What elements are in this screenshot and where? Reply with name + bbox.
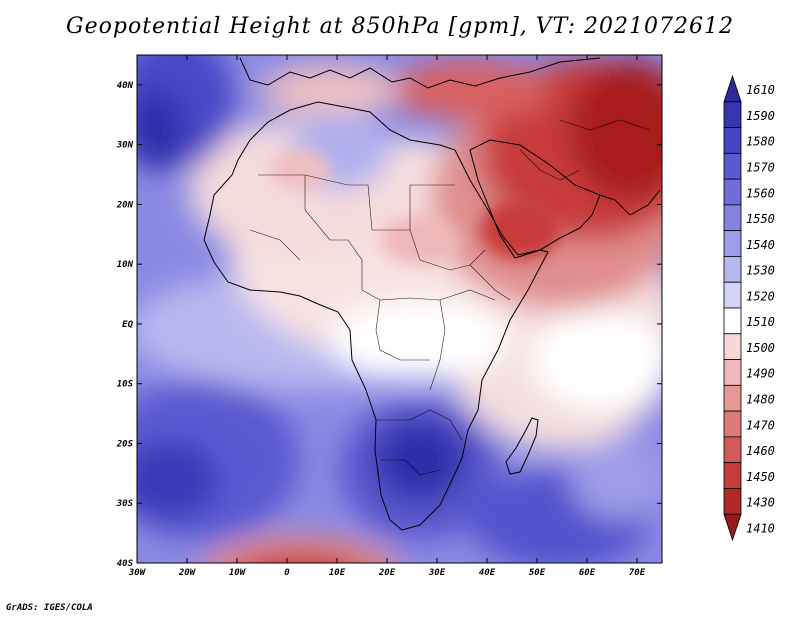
colorbar-label: 1430 xyxy=(746,496,775,510)
colorbar-segment xyxy=(723,462,742,489)
latitude-axis: 40N 30N 20N 10N EQ 10S 20S 30S 40S xyxy=(116,81,662,569)
lat-label: 40N xyxy=(117,81,134,91)
lon-label: 30E xyxy=(428,568,446,578)
colorbar-top-arrow xyxy=(723,74,742,103)
colorbar-label: 1520 xyxy=(746,289,775,303)
lat-label: 30N xyxy=(116,141,134,151)
colorbar-label: 1570 xyxy=(746,161,775,175)
lon-label: 20E xyxy=(378,568,396,578)
map-title: Geopotential Height at 850hPa [gpm], VT:… xyxy=(66,14,734,39)
colorbar-label: 1460 xyxy=(746,444,775,458)
colorbar-segment xyxy=(723,127,742,154)
colorbar-label: 1530 xyxy=(746,264,775,278)
madagascar-outline xyxy=(505,417,539,475)
colorbar-segment xyxy=(723,333,742,360)
colorbar-label: 1470 xyxy=(746,418,775,432)
colorbar-label: 1610 xyxy=(746,83,775,97)
lon-label: 10E xyxy=(329,568,346,578)
colorbar-bottom-arrow xyxy=(723,513,742,542)
colorbar-segment xyxy=(723,101,742,128)
footer-credit: GrADS: IGES/COLA xyxy=(6,603,93,613)
colorbar-label: 1560 xyxy=(746,186,775,200)
asia-coast xyxy=(599,189,661,216)
africa-outline xyxy=(203,101,549,531)
lat-label: EQ xyxy=(122,320,133,330)
lat-label: 30S xyxy=(116,499,134,509)
lat-label: 40S xyxy=(117,559,134,569)
lat-label: 20N xyxy=(116,200,134,210)
colorbar-label: 1510 xyxy=(746,315,775,329)
colorbar-segment xyxy=(723,359,742,386)
colorbar-label: 1450 xyxy=(746,470,775,484)
lon-label: 10W xyxy=(229,568,247,578)
colorbar-label: 1580 xyxy=(746,135,775,149)
colorbar-segment xyxy=(723,152,742,180)
lon-label: 60E xyxy=(579,568,596,578)
lon-label: 50E xyxy=(529,568,546,578)
longitude-axis: 30W 20W 10W 0 10E 20E 30E 40E 50E 60E 70E xyxy=(128,55,646,578)
lat-label: 10N xyxy=(117,260,134,270)
colorbar-segment xyxy=(723,178,742,206)
lat-label: 10S xyxy=(117,380,134,390)
colorbar: 1610 1590 1580 1570 1560 1550 1540 1530 1520 1510… xyxy=(723,74,775,542)
lon-label: 70E xyxy=(629,568,646,578)
colorbar-label: 1490 xyxy=(746,367,775,381)
lon-label: 0 xyxy=(284,568,290,578)
europe-coast xyxy=(239,57,601,89)
colorbar-label: 1540 xyxy=(746,238,775,252)
colorbar-segment xyxy=(723,488,742,515)
lat-label: 20S xyxy=(116,439,134,449)
height-field xyxy=(137,55,662,563)
lon-label: 20W xyxy=(178,568,197,578)
colorbar-label: 1590 xyxy=(746,109,775,123)
lon-label: 30W xyxy=(128,568,147,578)
colorbar-label: 1500 xyxy=(746,341,775,355)
colorbar-segment xyxy=(723,204,742,232)
colorbar-label: 1480 xyxy=(746,393,775,407)
colorbar-segment xyxy=(723,256,742,283)
colorbar-segment xyxy=(723,384,742,412)
colorbar-label: 1550 xyxy=(746,212,775,226)
lon-label: 40E xyxy=(479,568,496,578)
colorbar-segment xyxy=(723,307,742,335)
colorbar-segment xyxy=(723,436,742,464)
colorbar-segment xyxy=(723,410,742,438)
arabia-outline xyxy=(469,139,601,259)
colorbar-label: 1410 xyxy=(746,521,775,535)
colorbar-segment xyxy=(723,230,742,257)
colorbar-segment xyxy=(723,281,742,309)
